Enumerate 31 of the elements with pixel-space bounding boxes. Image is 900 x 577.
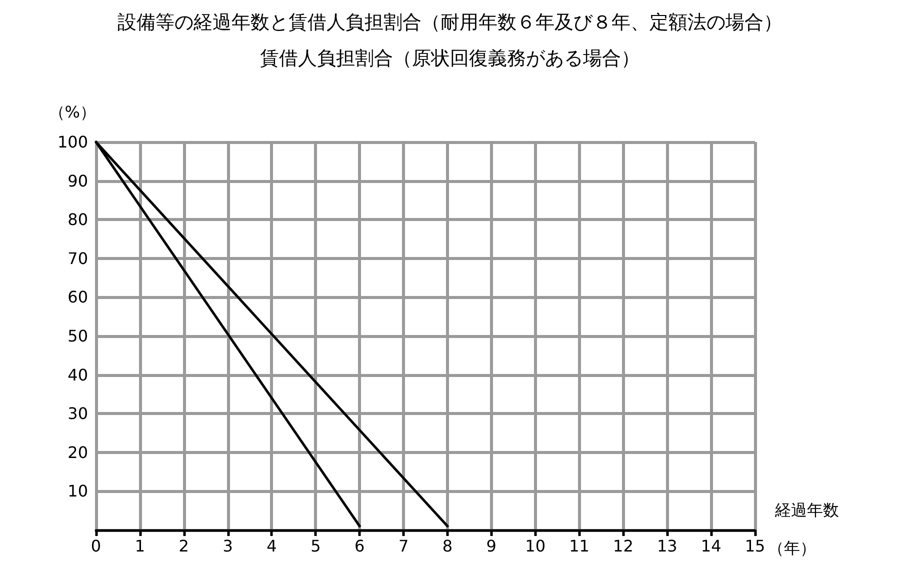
x-axis-title: 経過年数 [774,500,839,520]
x-tick-label: 9 [486,536,496,556]
x-tick-label: 15 [744,536,766,556]
x-tick-label: 11 [569,536,590,556]
chart-subtitle: 賃借人負担割合（原状回復義務がある場合） [260,48,640,70]
y-axis-title: （%） [48,102,96,122]
x-tick-label: 13 [656,536,678,556]
x-tick-label: 1 [134,536,146,556]
x-tick-label: 10 [525,536,546,556]
x-tick-label: 7 [398,536,409,556]
x-tick-label: 12 [613,536,634,556]
y-tick-label: 50 [68,326,88,346]
x-tick-label: 2 [178,536,189,556]
y-tick-label: 40 [68,365,88,384]
text: （年） [768,538,816,558]
chart-title: 設備等の経過年数と賃借人負担割合（耐用年数６年及び８年、定額法の場合） [118,12,782,34]
x-tick-label: 6 [354,536,365,556]
y-tick-label: 70 [68,248,88,268]
x-tick-label: 5 [310,536,321,556]
y-tick-label: 80 [68,210,88,230]
y-tick-label: 20 [68,442,88,462]
x-tick-label: 3 [222,536,233,556]
x-tick-label: 0 [90,536,102,556]
x-tick-label: 14 [700,536,722,556]
y-tick-label: 60 [68,288,88,307]
y-tick-label: 100 [57,132,88,152]
y-tick-label: 90 [68,171,88,190]
x-tick-label: 4 [266,536,277,556]
y-tick-label: 30 [68,404,88,424]
x-tick-label: 8 [442,536,453,556]
y-tick-label: 10 [68,482,88,501]
